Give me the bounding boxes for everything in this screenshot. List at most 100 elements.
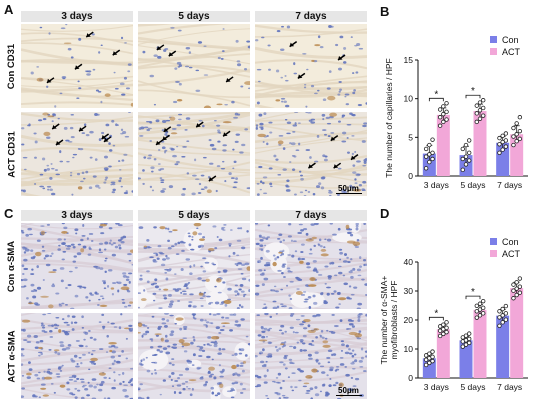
micrograph-tile xyxy=(138,313,250,399)
data-point xyxy=(511,282,516,287)
data-point xyxy=(441,119,446,125)
x-tick-label: 7 days xyxy=(497,180,522,190)
data-point xyxy=(480,311,486,316)
column-header-5-days-bottom: 5 days xyxy=(138,210,250,221)
data-point xyxy=(514,132,519,137)
micrograph-image xyxy=(138,24,250,108)
data-point xyxy=(466,138,472,143)
data-point xyxy=(437,123,443,128)
data-point xyxy=(423,146,429,152)
arrow-indicator xyxy=(208,175,217,182)
bar-act xyxy=(436,329,450,378)
micrograph-tile xyxy=(21,223,133,309)
data-point xyxy=(444,101,449,106)
data-point xyxy=(437,324,443,329)
data-point xyxy=(466,158,472,163)
data-point xyxy=(477,116,483,121)
data-point xyxy=(444,325,449,331)
column-header-3-days-bottom: 3 days xyxy=(21,210,133,221)
row-label-con-asma: Con α-SMA xyxy=(5,223,19,309)
data-point xyxy=(503,144,509,149)
data-point xyxy=(503,138,509,143)
data-point xyxy=(517,290,523,295)
arrow-indicator xyxy=(55,139,64,146)
data-point xyxy=(480,113,486,118)
micrograph-tile xyxy=(255,313,367,399)
data-point xyxy=(444,117,449,122)
arrow-indicator xyxy=(51,123,60,130)
row-label-act-cd31: ACT CD31 xyxy=(5,112,19,196)
legend-label-act: ACT xyxy=(502,249,521,259)
row-label-group: ACT xyxy=(6,362,18,383)
data-point xyxy=(477,108,483,113)
data-point xyxy=(430,358,435,364)
data-point xyxy=(463,342,469,347)
arrow-indicator xyxy=(74,63,83,70)
arrow-indicator xyxy=(350,153,359,161)
arrow-indicator xyxy=(222,130,231,137)
data-point xyxy=(444,320,449,325)
arrow-indicator xyxy=(307,162,316,169)
significance-star: * xyxy=(434,308,438,319)
data-point xyxy=(437,107,443,112)
bar-act xyxy=(436,114,450,176)
data-point xyxy=(517,128,523,134)
data-point xyxy=(423,362,429,368)
chart-d-svg: Con ACT 0 10 20 30 40 The number of α-SMA+ myofi… xyxy=(379,237,528,392)
y-tick-label: 5 xyxy=(408,132,413,142)
micrograph-image xyxy=(138,112,250,196)
micrograph-image xyxy=(255,223,367,309)
data-point xyxy=(463,142,469,148)
data-point xyxy=(514,280,519,285)
data-point xyxy=(517,115,523,120)
x-tick-label: 7 days xyxy=(497,382,522,392)
arrow-indicator xyxy=(289,41,298,48)
data-point xyxy=(474,103,479,108)
significance-star: * xyxy=(471,287,475,298)
y-tick-label: 20 xyxy=(404,315,414,325)
legend-swatch-act xyxy=(490,250,497,257)
arrow-indicator xyxy=(46,77,55,84)
panel-letter-b: B xyxy=(380,4,390,19)
data-point xyxy=(460,335,465,340)
arrow-indicator xyxy=(155,139,164,146)
legend-swatch-act xyxy=(490,48,497,55)
data-point xyxy=(474,303,479,308)
y-tick-label: 0 xyxy=(408,171,413,181)
data-point xyxy=(427,351,432,356)
data-point xyxy=(437,115,443,120)
micrograph-image xyxy=(255,313,367,399)
significance-bracket xyxy=(428,97,444,102)
data-point xyxy=(474,119,479,125)
column-header-3-days-top: 3 days xyxy=(21,11,133,22)
row-label-group: ACT xyxy=(6,157,18,178)
data-point xyxy=(514,138,519,144)
micrograph-image xyxy=(255,112,367,196)
data-point xyxy=(460,344,465,349)
data-point xyxy=(463,154,469,159)
data-point xyxy=(463,162,469,167)
arrow-indicator xyxy=(78,125,87,132)
y-tick-label: 10 xyxy=(404,94,414,104)
data-point xyxy=(427,360,432,366)
row-label-marker: α-SMA xyxy=(6,240,18,271)
arrow-indicator xyxy=(195,121,204,128)
data-point xyxy=(460,167,465,173)
row-label-act-asma: ACT α-SMA xyxy=(5,313,19,399)
data-point xyxy=(477,301,483,306)
y-axis-label-line2: myofibroblasts / HPF xyxy=(389,281,399,360)
bar-act xyxy=(473,309,487,378)
data-point xyxy=(500,320,505,325)
data-point xyxy=(511,142,516,148)
row-label-marker: CD31 xyxy=(6,43,18,68)
significance-bracket xyxy=(465,295,481,300)
row-label-group: Con xyxy=(6,70,18,89)
arrow-indicator xyxy=(163,126,172,133)
data-point xyxy=(514,286,519,291)
significance-star: * xyxy=(471,86,475,97)
micrograph-tile xyxy=(21,24,133,108)
data-point xyxy=(497,309,502,314)
scale-bar-top xyxy=(336,193,362,194)
arrow-indicator xyxy=(85,31,94,38)
data-point xyxy=(430,137,435,142)
